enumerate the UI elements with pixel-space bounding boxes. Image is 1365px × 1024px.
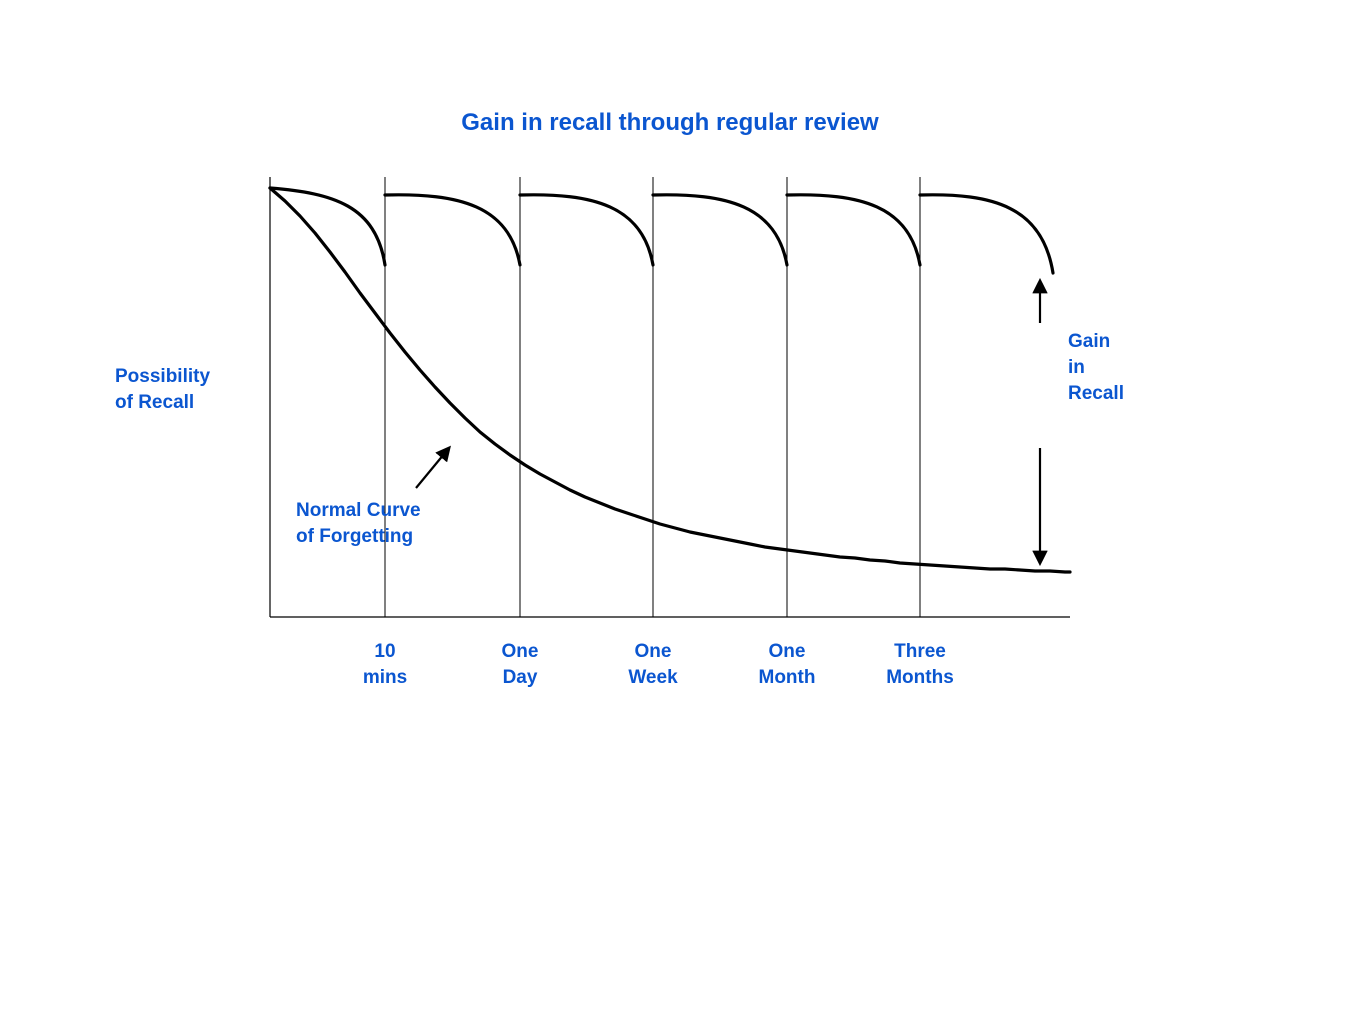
chart-bg: [0, 0, 1365, 1024]
x-tick-label: Day: [503, 667, 538, 688]
x-tick-label: Week: [628, 667, 678, 688]
x-tick-label: mins: [363, 667, 407, 688]
x-tick-label: Three: [894, 641, 946, 662]
x-tick-label: Month: [759, 667, 816, 688]
x-tick-label: One: [635, 641, 672, 662]
forgetting-label: of Forgetting: [296, 526, 413, 547]
chart-title: Gain in recall through regular review: [461, 109, 879, 136]
x-tick-label: 10: [374, 641, 395, 662]
y-axis-label: Possibility: [115, 366, 210, 387]
gain-label: Recall: [1068, 383, 1124, 404]
x-tick-label: One: [502, 641, 539, 662]
x-tick-label: One: [769, 641, 806, 662]
x-tick-label: Months: [886, 667, 954, 688]
y-axis-label: of Recall: [115, 392, 194, 413]
gain-label: Gain: [1068, 331, 1110, 352]
chart-svg: Gain in recall through regular review 10 m…: [0, 0, 1365, 1024]
forgetting-label: Normal Curve: [296, 500, 421, 521]
gain-label: in: [1068, 357, 1085, 378]
chart-container: Gain in recall through regular review 10 m…: [0, 0, 1365, 1024]
